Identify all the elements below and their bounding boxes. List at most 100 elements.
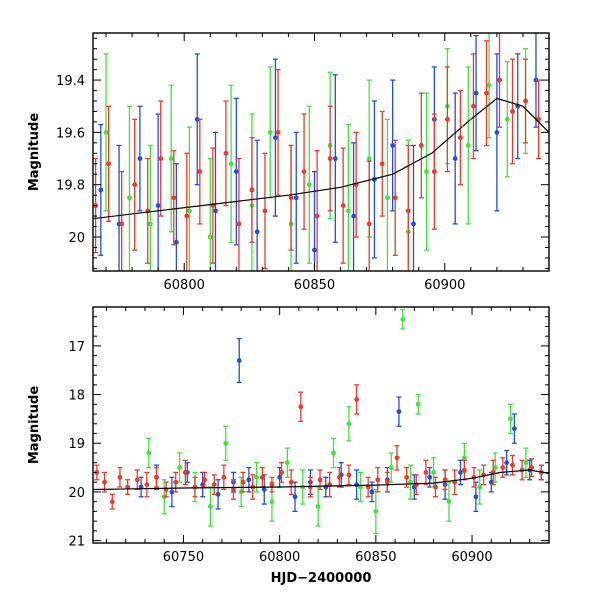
top-point-red xyxy=(418,143,424,148)
top-point-blue xyxy=(194,116,200,122)
bottom-point-red xyxy=(173,479,179,485)
top-point-green xyxy=(168,156,174,161)
top-point-green xyxy=(424,169,429,175)
top-point-red xyxy=(366,221,372,227)
top-point-green xyxy=(345,208,351,214)
top-point-red xyxy=(197,169,203,175)
bottom-point-red xyxy=(461,467,467,473)
top-point-red xyxy=(236,221,242,227)
bottom-point-green xyxy=(431,470,436,475)
top-series-green xyxy=(103,33,529,271)
bottom-ytick-label: 17 xyxy=(68,340,85,355)
top-point-blue xyxy=(473,90,479,96)
top-point-blue xyxy=(494,129,500,135)
top-model-curve xyxy=(93,97,549,220)
bottom-xtick-label: 60800 xyxy=(259,550,300,565)
bottom-ytick-label: 20 xyxy=(68,486,85,501)
bottom-point-blue xyxy=(504,460,510,466)
bottom-point-blue xyxy=(473,494,479,500)
bottom-point-blue xyxy=(200,482,206,488)
top-point-blue xyxy=(351,213,356,219)
top-point-red xyxy=(249,187,255,193)
bottom-point-red xyxy=(231,487,236,492)
bottom-ytick-label: 19 xyxy=(68,437,85,452)
top-point-green xyxy=(228,161,234,167)
top-point-green xyxy=(465,143,471,148)
bottom-point-blue xyxy=(246,477,252,483)
top-point-red xyxy=(262,208,268,214)
bottom-point-green xyxy=(388,465,394,470)
top-point-green xyxy=(187,208,192,214)
bottom-point-red xyxy=(154,474,159,480)
bottom-point-red xyxy=(259,474,265,480)
top-point-red xyxy=(392,195,398,201)
bottom-point-blue xyxy=(396,409,402,415)
bottom-point-green xyxy=(492,465,498,470)
bottom-panel: 60750 60800 60850 60900 17 18 19 20 21 Magnitude H… xyxy=(27,306,550,586)
bottom-point-red xyxy=(423,470,429,475)
bottom-point-red xyxy=(144,482,150,488)
bottom-point-red xyxy=(221,474,227,480)
top-series-red xyxy=(93,33,542,271)
bottom-point-red xyxy=(394,455,400,461)
top-point-red xyxy=(340,203,346,209)
top-ytick-label: 19.6 xyxy=(56,126,85,141)
top-point-red xyxy=(275,129,281,135)
top-ylabel: Magnitude xyxy=(27,113,42,192)
bottom-point-green xyxy=(223,440,229,446)
bottom-point-red xyxy=(413,482,419,488)
top-point-blue xyxy=(312,247,317,253)
top-point-green xyxy=(306,182,312,188)
bottom-point-green xyxy=(331,450,336,456)
top-point-green xyxy=(504,116,510,122)
bottom-point-green xyxy=(177,465,182,470)
bottom-point-blue xyxy=(458,470,463,475)
top-xtick-label: 60900 xyxy=(424,278,465,293)
top-point-blue xyxy=(98,187,104,193)
bottom-point-red xyxy=(202,477,207,483)
bottom-ytick-label: 18 xyxy=(68,389,85,404)
bottom-xtick-label: 60750 xyxy=(163,550,204,565)
top-point-blue xyxy=(233,169,239,175)
bottom-point-red xyxy=(298,404,304,410)
top-point-red xyxy=(458,135,463,141)
top-point-green xyxy=(147,221,153,227)
bottom-point-green xyxy=(254,474,259,480)
bottom-point-blue xyxy=(292,494,298,500)
top-xtick-label: 60850 xyxy=(294,278,335,293)
top-panel: 60800 60850 60900 19.4 19.6 19.8 20 Magnitude xyxy=(27,32,550,293)
bottom-point-blue xyxy=(215,491,221,497)
bottom-point-green xyxy=(269,499,275,505)
bottom-plot-area xyxy=(93,308,549,534)
bottom-point-green xyxy=(373,508,379,514)
top-point-blue xyxy=(411,221,416,227)
bottom-point-red xyxy=(308,484,313,490)
bottom-point-red xyxy=(346,472,352,478)
top-point-red xyxy=(314,213,320,219)
bottom-ytick-label: 21 xyxy=(68,535,85,550)
bottom-model-curve xyxy=(93,469,549,491)
top-point-green xyxy=(103,129,109,135)
bottom-point-green xyxy=(315,504,321,509)
bottom-point-red xyxy=(433,484,438,490)
top-point-red xyxy=(510,109,515,114)
bottom-point-green xyxy=(346,421,352,427)
bottom-point-blue xyxy=(169,489,175,495)
top-point-red xyxy=(301,169,307,175)
top-xtick-label: 60800 xyxy=(164,278,205,293)
top-point-blue xyxy=(273,135,278,141)
top-point-blue xyxy=(390,143,396,148)
top-point-blue xyxy=(293,195,299,201)
bottom-point-red xyxy=(375,477,381,483)
top-point-green xyxy=(127,195,132,201)
top-point-red xyxy=(523,98,528,104)
bottom-point-red xyxy=(279,470,284,475)
bottom-point-green xyxy=(461,455,467,461)
bottom-point-red xyxy=(529,465,535,470)
bottom-point-red xyxy=(192,484,198,490)
bottom-xtick-label: 60850 xyxy=(355,550,396,565)
bottom-point-red xyxy=(317,477,323,483)
bottom-point-green xyxy=(523,460,529,466)
top-point-red xyxy=(223,150,229,156)
